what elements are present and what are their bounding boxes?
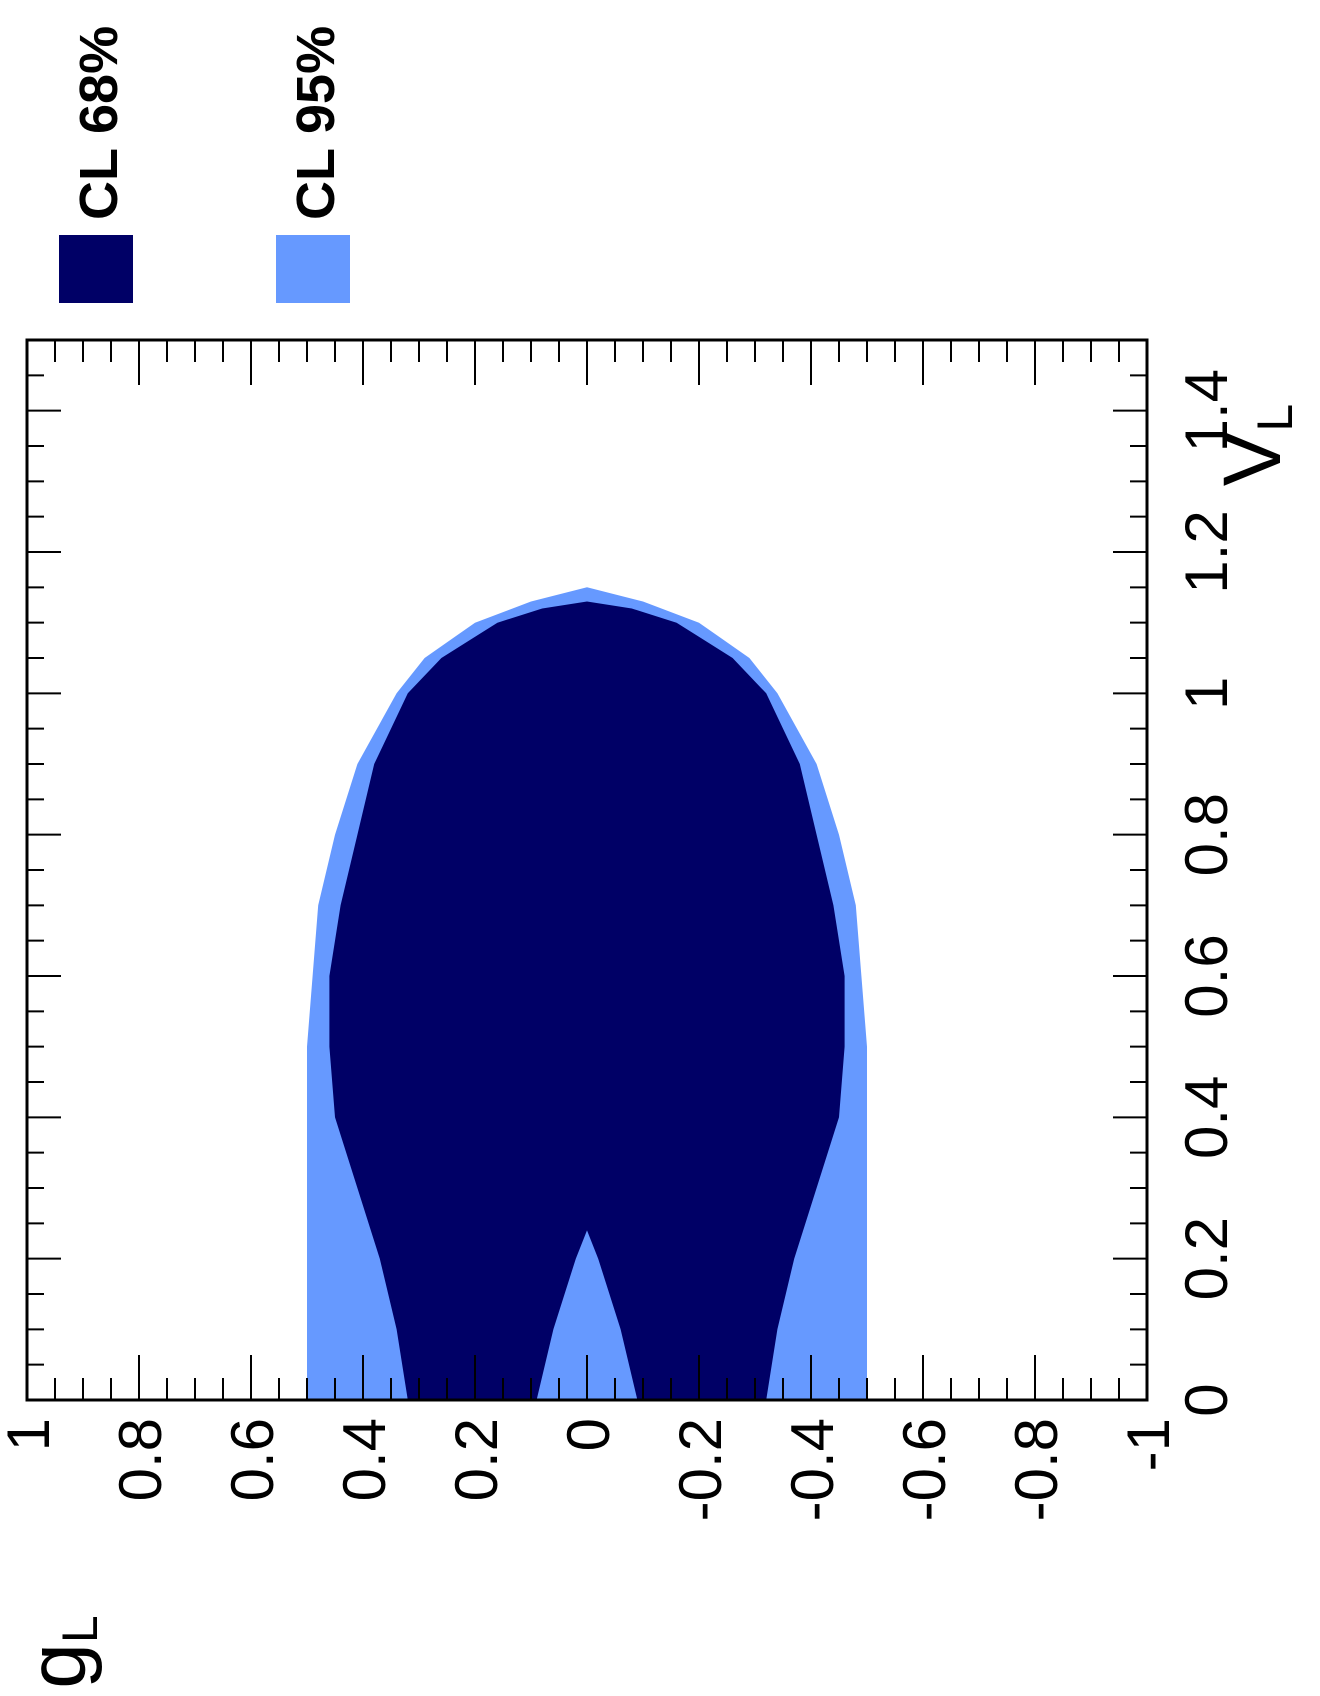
region-cl-68- xyxy=(329,601,845,1400)
y-tick-label: 0 xyxy=(555,1418,622,1451)
x-tick-label: 1 xyxy=(1173,677,1240,710)
y-axis-title: gL xyxy=(12,1615,108,1688)
legend: CL 68% CL 95% xyxy=(59,26,350,303)
axis-ticks xyxy=(26,339,1148,1401)
confidence-regions xyxy=(307,587,867,1400)
x-tick-label: 0.4 xyxy=(1173,1076,1240,1159)
y-tick-label: -1 xyxy=(1115,1418,1182,1471)
y-tick-label: -0.6 xyxy=(891,1418,958,1521)
legend-swatch-cl95 xyxy=(276,235,350,303)
x-tick-label: 0.8 xyxy=(1173,793,1240,876)
x-axis-title: VL xyxy=(1207,404,1303,487)
y-tick-label: 1 xyxy=(0,1418,62,1451)
x-tick-label: 1.2 xyxy=(1173,510,1240,593)
y-tick-label: -0.8 xyxy=(1003,1418,1070,1521)
y-tick-label: -0.2 xyxy=(667,1418,734,1521)
y-tick-label: 0.6 xyxy=(219,1418,286,1501)
x-tick-label: 0.6 xyxy=(1173,934,1240,1017)
legend-swatch-cl68 xyxy=(59,235,133,303)
x-tick-label: 0.2 xyxy=(1173,1217,1240,1300)
y-tick-label: 0.8 xyxy=(107,1418,174,1501)
y-tick-label: 0.4 xyxy=(331,1418,398,1501)
legend-label-cl68: CL 68% xyxy=(69,26,129,220)
y-tick-label: -0.4 xyxy=(779,1418,846,1521)
y-tick-label: 0.2 xyxy=(443,1418,510,1501)
x-tick-label: 0 xyxy=(1173,1383,1240,1416)
legend-label-cl95: CL 95% xyxy=(286,26,346,220)
x-tick-label: 1.4 xyxy=(1173,369,1240,452)
tick-labels: 0 0.2 0.4 0.6 0.8 1 1.2 1.4 -1 -0.8 -0.6 -0.4 -0.2 0 0… xyxy=(0,369,1240,1521)
